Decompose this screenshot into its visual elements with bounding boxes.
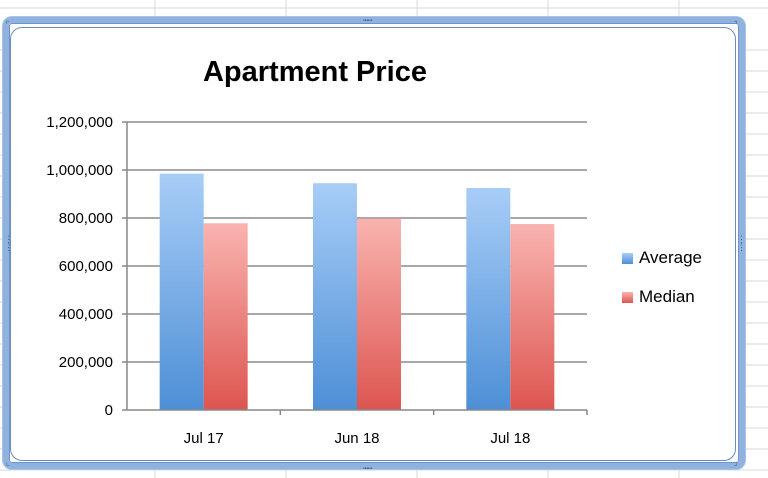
- resize-handle-top-left[interactable]: ⌜: [5, 20, 11, 30]
- legend-swatch-average: [622, 252, 633, 264]
- chart-title: Apartment Price: [202, 56, 427, 88]
- bar-median-1: [357, 218, 401, 410]
- resize-handle-left[interactable]: ⋮ ⋮: [4, 235, 13, 253]
- resize-handle-bottom-left[interactable]: ⌞: [5, 458, 11, 468]
- resize-handle-top[interactable]: ⋯⋯: [363, 16, 373, 26]
- chart-legend: Average Median: [622, 248, 702, 326]
- bar-average-0: [159, 173, 204, 410]
- bar-average-2: [466, 188, 511, 410]
- x-tick-label: Jul 17: [184, 430, 224, 447]
- y-tick-label: 1,200,000: [46, 114, 113, 131]
- x-tick-label: Jun 18: [334, 430, 379, 447]
- resize-handle-bottom-right[interactable]: ⌟: [733, 458, 739, 468]
- bar-median-0: [203, 223, 248, 410]
- resize-handle-top-right[interactable]: ⌝: [733, 20, 739, 30]
- x-tick-label: Jul 18: [490, 430, 530, 447]
- y-tick-label: 400,000: [59, 306, 113, 323]
- legend-label-median: Median: [639, 287, 695, 306]
- y-tick-label: 800,000: [59, 210, 113, 227]
- legend-label-average: Average: [639, 248, 703, 267]
- bar-median-2: [510, 224, 555, 410]
- y-tick-label: 200,000: [59, 354, 113, 371]
- resize-handle-bottom[interactable]: ⋯⋯: [363, 464, 373, 474]
- y-tick-label: 600,000: [59, 258, 113, 275]
- y-tick-label: 1,000,000: [46, 162, 113, 179]
- legend-item-average: Average: [622, 248, 702, 268]
- bar-average-1: [313, 183, 357, 410]
- legend-item-median: Median: [622, 287, 702, 307]
- y-tick-label: 0: [105, 402, 113, 419]
- resize-handle-right[interactable]: ⋮ ⋮: [737, 235, 746, 253]
- legend-swatch-median: [622, 291, 633, 303]
